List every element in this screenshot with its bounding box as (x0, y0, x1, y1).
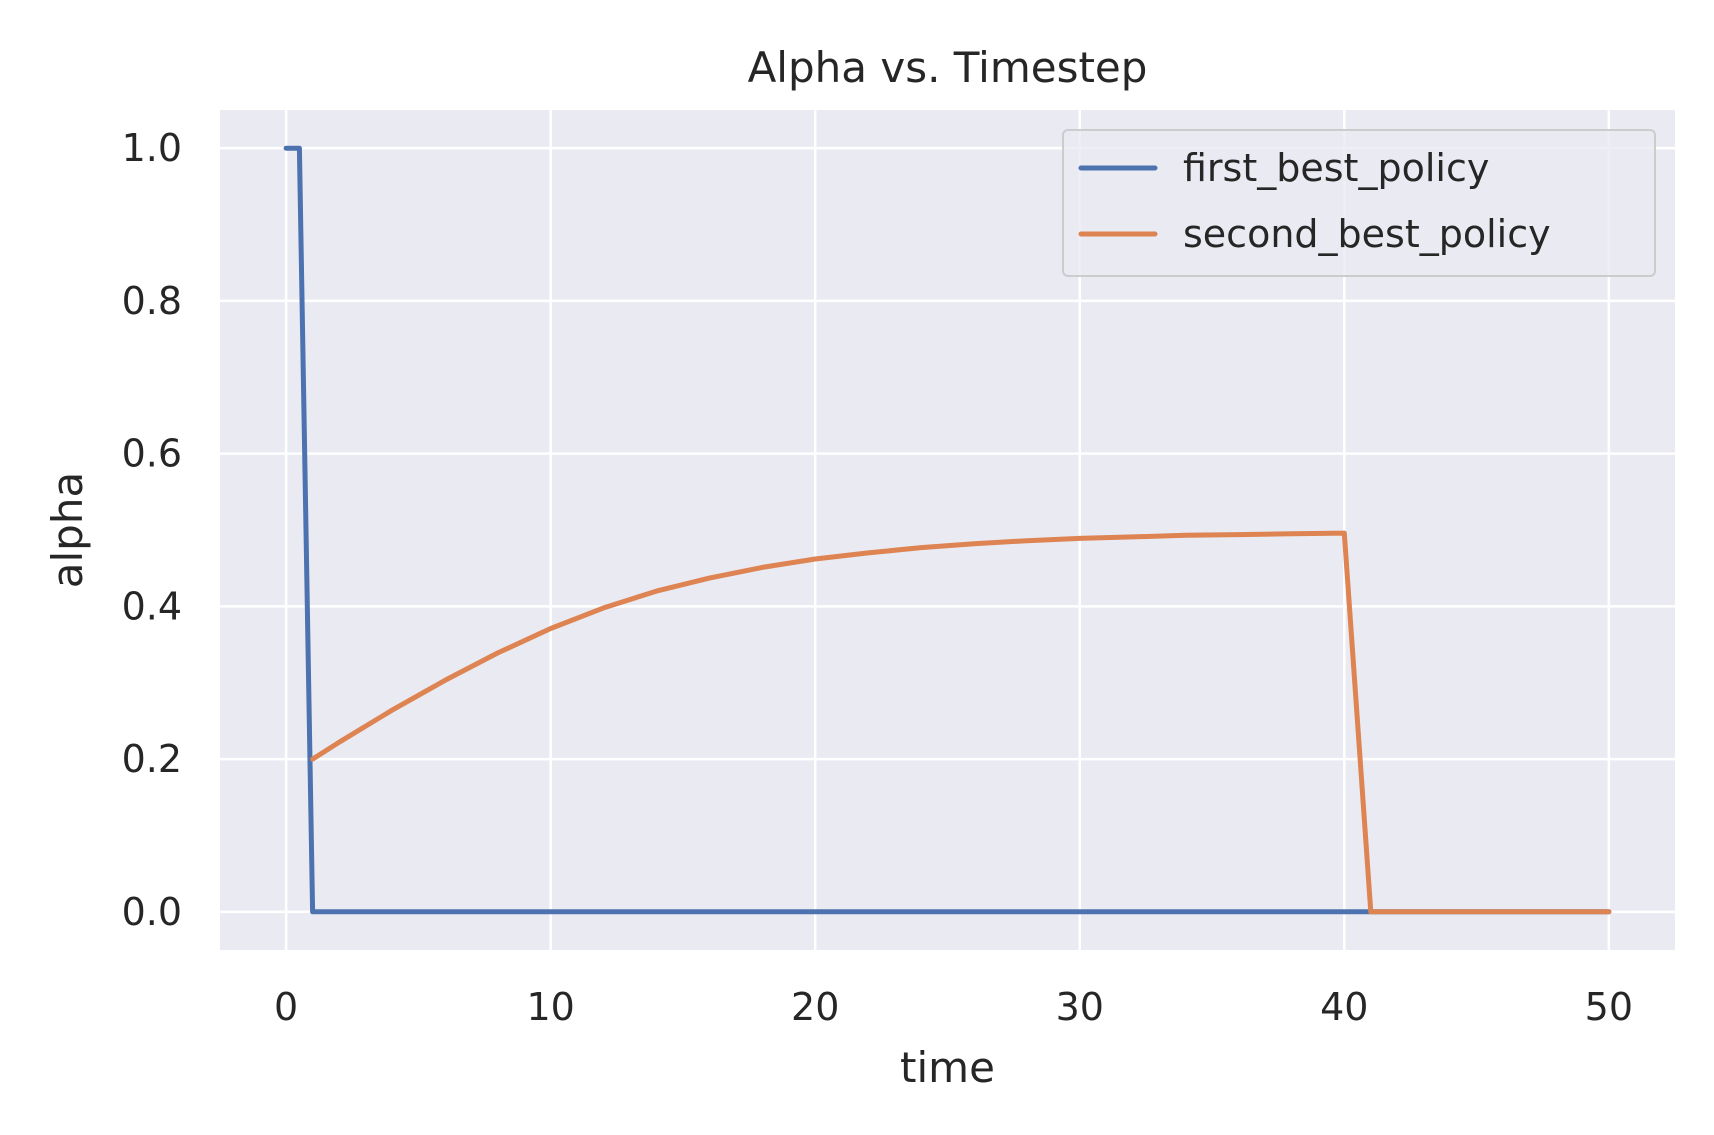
series-line-first-best-policy (283, 145, 1612, 915)
x-tick-label: 10 (527, 985, 575, 1029)
y-tick-label: 1.0 (122, 126, 182, 170)
x-tick-label: 50 (1585, 985, 1633, 1029)
y-tick-label: 0.0 (122, 890, 182, 934)
x-tick-label: 0 (274, 985, 298, 1029)
chart-title: Alpha vs. Timestep (748, 43, 1148, 92)
legend-label: second_best_policy (1183, 212, 1551, 256)
y-axis-title: alpha (43, 472, 92, 588)
y-tick-label: 0.6 (122, 432, 182, 476)
x-axis-title: time (900, 1043, 995, 1092)
legend-label: first_best_policy (1183, 146, 1489, 190)
series-line-second-best-policy (310, 530, 1612, 915)
y-tick-label: 0.8 (122, 279, 182, 323)
x-tick-label: 30 (1056, 985, 1104, 1029)
legend: first_best_policy second_best_policy (1062, 129, 1656, 277)
tick-labels: 0 10 20 30 40 50 0.0 0.2 0.4 0.6 0.8 1.0 (122, 126, 1633, 1029)
x-tick-label: 40 (1320, 985, 1368, 1029)
y-tick-label: 0.2 (122, 737, 182, 781)
y-tick-label: 0.4 (122, 584, 182, 628)
x-tick-label: 20 (791, 985, 839, 1029)
legend-box (1062, 129, 1656, 277)
series-layer (283, 145, 1612, 915)
